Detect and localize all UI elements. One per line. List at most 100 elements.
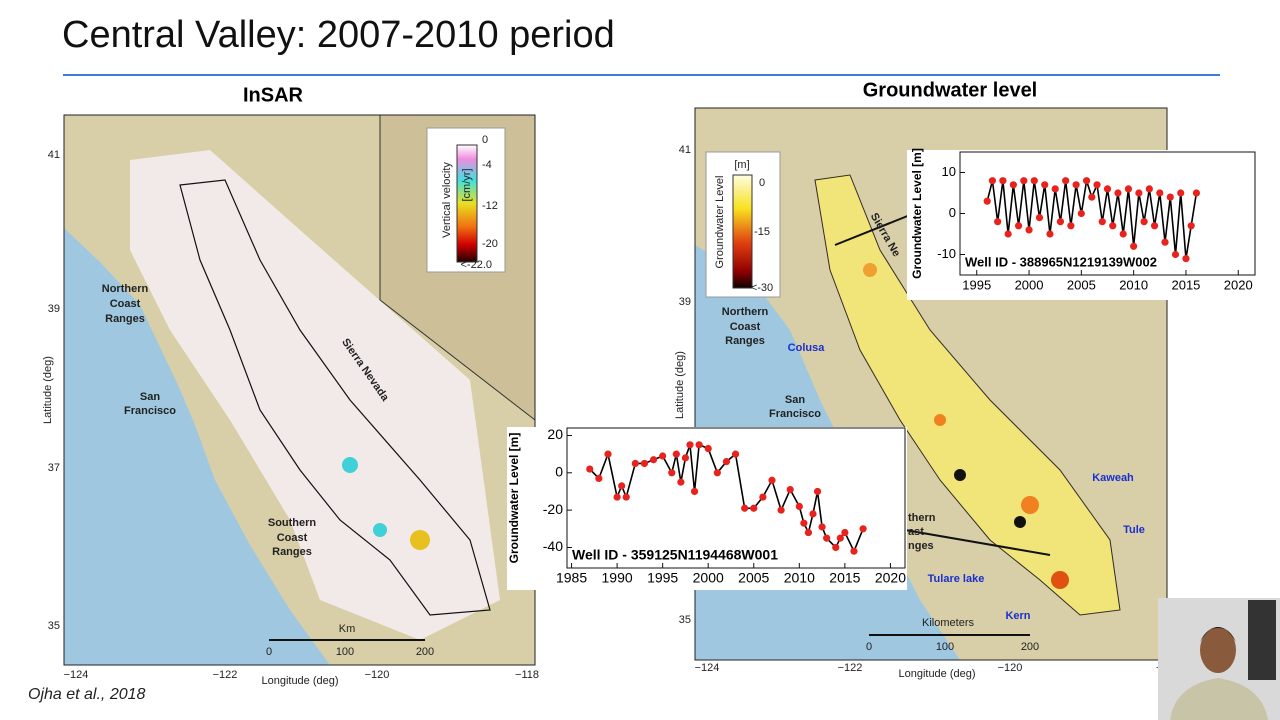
well-point bbox=[1004, 230, 1012, 238]
well-point bbox=[741, 504, 749, 512]
map-label: Km bbox=[339, 623, 356, 635]
well-point bbox=[1119, 230, 1127, 238]
well-point bbox=[604, 450, 612, 458]
well-point bbox=[1009, 181, 1017, 189]
map-label: Coast bbox=[730, 321, 761, 333]
well-point bbox=[1041, 181, 1049, 189]
well-point bbox=[731, 450, 740, 458]
map-label: Ranges bbox=[272, 546, 312, 558]
well-point bbox=[1171, 250, 1180, 259]
well-point bbox=[690, 487, 699, 496]
well-point bbox=[1187, 222, 1195, 230]
well-point bbox=[988, 177, 997, 185]
map-label: 0 bbox=[266, 646, 272, 658]
well-point bbox=[1062, 177, 1070, 185]
well-point bbox=[1088, 193, 1096, 201]
well-point bbox=[1051, 185, 1059, 193]
map-label: 41 bbox=[48, 149, 60, 161]
citation: Ojha et al., 2018 bbox=[28, 686, 146, 703]
map-label: −120 bbox=[998, 662, 1023, 674]
well-point bbox=[1150, 222, 1159, 230]
well-point bbox=[649, 456, 658, 464]
x-tick-label: 2000 bbox=[693, 570, 724, 586]
map-label: Francisco bbox=[769, 408, 821, 420]
well-point bbox=[613, 493, 621, 501]
well-point bbox=[804, 528, 813, 537]
well-point bbox=[677, 478, 685, 486]
y-tick-label: 10 bbox=[942, 164, 956, 179]
well-point bbox=[618, 482, 626, 490]
map-label: Northern bbox=[722, 306, 769, 318]
map-label: −124 bbox=[695, 662, 720, 674]
x-tick-label: 2005 bbox=[738, 570, 769, 586]
well-point bbox=[695, 441, 703, 449]
well-point bbox=[759, 493, 767, 501]
plot-area bbox=[566, 427, 906, 569]
map-label: 35 bbox=[48, 620, 60, 632]
well-point bbox=[1030, 177, 1038, 185]
map-label: ast bbox=[908, 526, 924, 538]
map-label: −122 bbox=[213, 669, 238, 681]
map-label: 41 bbox=[679, 144, 691, 156]
well-point bbox=[813, 487, 822, 496]
well-point bbox=[1093, 181, 1101, 189]
well-point bbox=[595, 474, 603, 482]
map-label: [cm/yr] bbox=[461, 169, 473, 202]
well-point bbox=[1130, 242, 1138, 250]
map-label: Ranges bbox=[105, 313, 145, 325]
well-point bbox=[983, 197, 991, 205]
well-point bbox=[722, 458, 731, 466]
map-label: 200 bbox=[416, 646, 434, 658]
well-point bbox=[832, 543, 840, 552]
well-point bbox=[686, 441, 694, 449]
well-point bbox=[586, 465, 594, 473]
well-point bbox=[859, 525, 867, 533]
map-label: Latitude (deg) bbox=[42, 356, 54, 424]
x-tick-label: 1985 bbox=[556, 570, 587, 586]
map-label: Longitude (deg) bbox=[898, 668, 975, 680]
well-point bbox=[1046, 230, 1054, 238]
map-label: 39 bbox=[48, 303, 60, 315]
well-point bbox=[659, 452, 667, 460]
map-label: Coast bbox=[110, 298, 141, 310]
map-label: -4 bbox=[482, 159, 492, 171]
map-label: Southern bbox=[268, 517, 317, 529]
map-label: -15 bbox=[754, 226, 770, 238]
x-tick-label: 2010 bbox=[784, 570, 815, 586]
map-label: Northern bbox=[102, 283, 149, 295]
y-tick-label: -20 bbox=[543, 501, 563, 517]
well-point bbox=[1082, 177, 1091, 185]
map-label: 200 bbox=[1021, 641, 1039, 653]
map-label: −118 bbox=[515, 669, 539, 681]
map-label: [m] bbox=[734, 159, 749, 171]
well-point bbox=[1109, 222, 1117, 230]
well-point bbox=[1145, 185, 1153, 193]
map-label: 0 bbox=[759, 177, 765, 189]
well-point bbox=[704, 444, 712, 453]
y-axis-label: Groundwater Level [m] bbox=[910, 148, 924, 279]
well-point bbox=[818, 523, 826, 531]
well-point bbox=[768, 476, 776, 484]
well-point bbox=[1072, 181, 1080, 189]
y-tick-label: 0 bbox=[555, 464, 563, 480]
well-point bbox=[622, 493, 630, 501]
well-point bbox=[668, 469, 676, 477]
well-point bbox=[850, 547, 858, 555]
x-tick-label: 2005 bbox=[1067, 277, 1096, 292]
map-label: Longitude (deg) bbox=[261, 675, 338, 687]
x-tick-label: 1995 bbox=[962, 277, 991, 292]
x-tick-label: 2010 bbox=[1119, 277, 1148, 292]
well-point bbox=[1166, 193, 1174, 201]
map-label: 100 bbox=[936, 641, 954, 653]
well-point bbox=[823, 534, 831, 542]
well-point bbox=[1114, 189, 1122, 197]
map-label: Kaweah bbox=[1092, 472, 1134, 484]
panel-heading: InSAR bbox=[243, 84, 304, 106]
well-point bbox=[1014, 222, 1023, 230]
map-label: Francisco bbox=[124, 405, 176, 417]
well-point bbox=[640, 459, 649, 468]
well-point bbox=[795, 502, 803, 510]
x-tick-label: 2000 bbox=[1015, 277, 1044, 292]
